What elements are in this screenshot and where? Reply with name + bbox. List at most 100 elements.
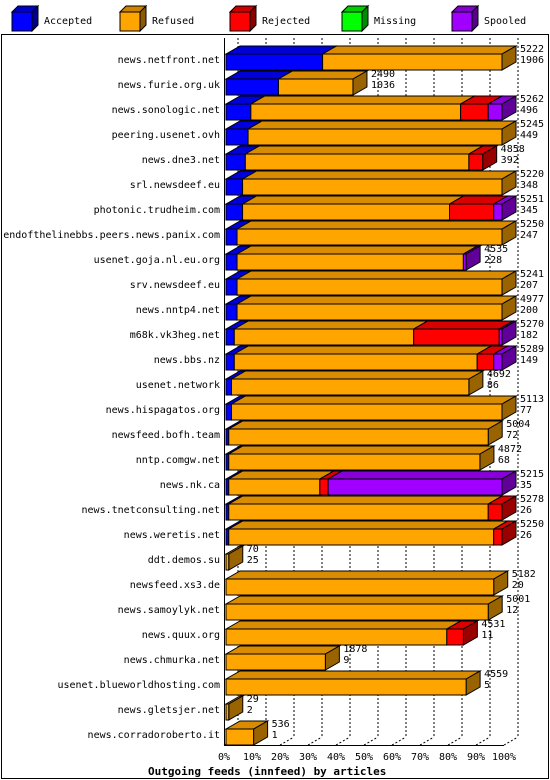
category-label: nntp.comgw.net bbox=[136, 455, 220, 466]
accepted-value: 5 bbox=[484, 680, 490, 691]
bar-segment-spooled bbox=[486, 95, 518, 121]
offered-value: 29 bbox=[247, 694, 259, 705]
category-label: ddt.demos.su bbox=[148, 555, 220, 566]
legend-label: Rejected bbox=[262, 16, 310, 27]
x-tick-label: 50% bbox=[355, 752, 373, 763]
bar-row bbox=[224, 520, 518, 546]
bar-row bbox=[224, 320, 518, 346]
offered-value: 4559 bbox=[484, 669, 508, 680]
bar-segment-rejected bbox=[411, 320, 516, 346]
bar-segment-rejected bbox=[486, 495, 518, 521]
bar-segment-refused bbox=[224, 695, 245, 721]
bar-row bbox=[224, 345, 518, 371]
bar-row bbox=[224, 645, 342, 671]
bar-row bbox=[224, 395, 518, 421]
category-label: newsfeed.bofh.team bbox=[112, 430, 220, 441]
accepted-value: 449 bbox=[520, 130, 538, 141]
x-axis: 0% 10% 20% 30% 40% 50% 60% 70% 80% 90% 100% bbox=[218, 752, 516, 763]
grid-line bbox=[391, 736, 407, 746]
bar-segment-refused bbox=[229, 395, 518, 421]
bar-row bbox=[224, 470, 518, 496]
bar-row bbox=[224, 295, 518, 321]
grid-line bbox=[447, 736, 463, 746]
accepted-value: 207 bbox=[520, 280, 538, 291]
bar-row bbox=[224, 570, 510, 596]
grid-line bbox=[279, 736, 295, 746]
bar-segment-refused bbox=[224, 720, 270, 746]
offered-value: 4531 bbox=[481, 619, 505, 630]
bar-row bbox=[224, 370, 485, 396]
bar-row bbox=[224, 545, 245, 571]
offered-value: 5241 bbox=[520, 269, 544, 280]
grid-line bbox=[503, 736, 519, 746]
x-tick-label: 0% bbox=[218, 752, 230, 763]
category-label: news.weretis.net bbox=[124, 530, 220, 541]
accepted-legend-icon bbox=[10, 4, 40, 33]
bar-segment-spooled bbox=[326, 470, 518, 496]
offered-value: 536 bbox=[272, 719, 290, 730]
offered-value: 5289 bbox=[520, 344, 544, 355]
bar-segment-refused bbox=[276, 70, 369, 96]
x-tick-label: 30% bbox=[299, 752, 317, 763]
bar-segment-refused bbox=[224, 570, 510, 596]
category-label: peering.usenet.ovh bbox=[112, 130, 220, 141]
offered-value: 5278 bbox=[520, 494, 544, 505]
offered-value: 5001 bbox=[506, 594, 530, 605]
bar-segment-spooled bbox=[491, 345, 518, 371]
accepted-value: 72 bbox=[506, 430, 518, 441]
bar-segment-rejected bbox=[444, 620, 480, 646]
bar-row bbox=[224, 70, 369, 96]
category-label: news.nntp4.net bbox=[136, 305, 220, 316]
offered-value: 5270 bbox=[520, 319, 544, 330]
bar-row bbox=[224, 170, 518, 196]
value-labels: 5222190624901036526249652454494858392522… bbox=[247, 44, 544, 741]
accepted-value: 1906 bbox=[520, 55, 544, 66]
accepted-value: 25 bbox=[247, 555, 259, 566]
accepted-value: 247 bbox=[520, 230, 538, 241]
bar-row bbox=[224, 445, 496, 471]
bar-row bbox=[224, 620, 480, 646]
offered-value: 5113 bbox=[520, 394, 544, 405]
category-label: srv.newsdeef.eu bbox=[130, 280, 220, 291]
category-label: news.quux.org bbox=[142, 630, 220, 641]
bar-segment-spooled bbox=[497, 320, 518, 346]
bar-segment-refused bbox=[243, 145, 485, 171]
bar-row bbox=[224, 95, 518, 121]
category-labels: news.netfront.net news.furie.org.uk news.s… bbox=[3, 55, 220, 741]
bar-row bbox=[224, 220, 518, 246]
x-tick-label: 100% bbox=[492, 752, 516, 763]
offered-value: 5220 bbox=[520, 169, 544, 180]
bar-segment-spooled bbox=[461, 245, 483, 271]
bar-row bbox=[224, 245, 483, 271]
bar-segment-refused bbox=[224, 545, 245, 571]
grid-line bbox=[419, 736, 435, 746]
category-label: news.dne3.net bbox=[142, 155, 220, 166]
x-tick-label: 80% bbox=[439, 752, 457, 763]
bar-segment-refused bbox=[320, 45, 518, 71]
x-tick-label: 60% bbox=[383, 752, 401, 763]
bar-segment-refused bbox=[240, 170, 518, 196]
x-tick-label: 70% bbox=[411, 752, 429, 763]
accepted-value: 35 bbox=[520, 480, 532, 491]
bar-segment-refused bbox=[226, 520, 510, 546]
offered-value: 4858 bbox=[501, 144, 525, 155]
bar-segment-refused bbox=[226, 495, 505, 521]
accepted-value: 392 bbox=[501, 155, 519, 166]
category-label: news.hispagatos.org bbox=[106, 405, 220, 416]
category-label: newsfeed.xs3.de bbox=[130, 580, 220, 591]
category-label: usenet.network bbox=[136, 380, 220, 391]
bar-segment-rejected bbox=[466, 145, 499, 171]
category-label: news.samoylyk.net bbox=[118, 605, 220, 616]
x-tick-label: 90% bbox=[467, 752, 485, 763]
accepted-value: 200 bbox=[520, 305, 538, 316]
accepted-value: 2 bbox=[247, 705, 253, 716]
bar-segment-refused bbox=[240, 195, 466, 221]
bar-row bbox=[224, 595, 505, 621]
accepted-value: 77 bbox=[520, 405, 532, 416]
category-label: usenet.goja.nl.eu.org bbox=[94, 255, 220, 266]
bar-row bbox=[224, 495, 518, 521]
accepted-value: 348 bbox=[520, 180, 538, 191]
chart-title: Outgoing feeds (innfeed) by articles bbox=[148, 765, 386, 778]
bar-segment-refused bbox=[235, 220, 518, 246]
bar-segment-refused bbox=[232, 345, 494, 371]
